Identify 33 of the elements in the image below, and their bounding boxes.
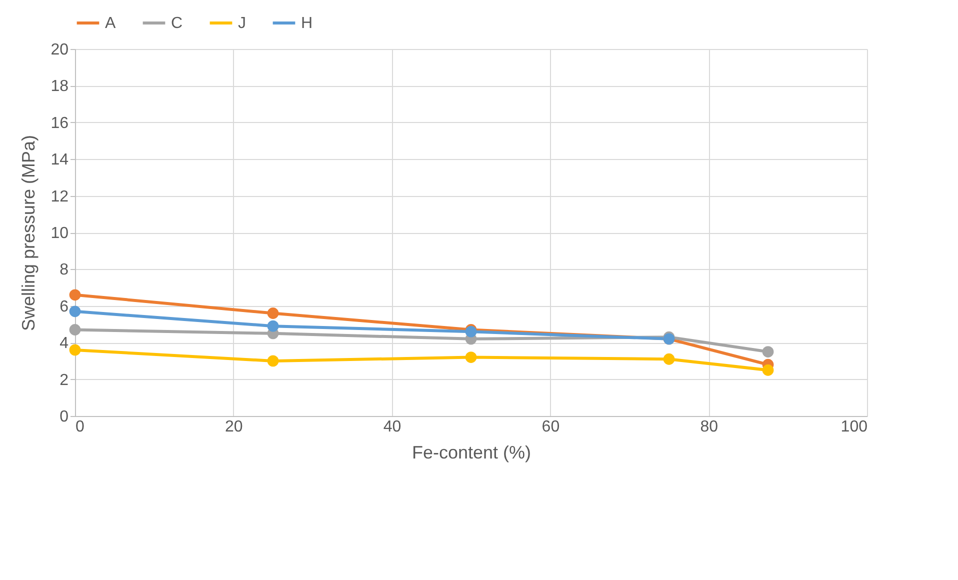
y-tick-label: 2 bbox=[60, 372, 69, 389]
y-axis-title: Swelling pressure (MPa) bbox=[18, 134, 39, 332]
legend-label: H bbox=[301, 15, 313, 32]
x-tick-label: 40 bbox=[383, 418, 402, 436]
y-tick-label: 10 bbox=[50, 225, 69, 242]
y-tick-label: 8 bbox=[60, 262, 69, 279]
y-tick-label: 16 bbox=[50, 114, 69, 132]
point bbox=[267, 308, 279, 319]
x-axis-title: Fe-content (%) bbox=[412, 442, 532, 462]
y-tick-label: 14 bbox=[50, 152, 69, 169]
point bbox=[465, 352, 477, 363]
x-tick-label: 0 bbox=[76, 418, 84, 436]
legend-label: J bbox=[238, 15, 246, 32]
x-tick-label: 100 bbox=[840, 418, 868, 436]
x-tick-label: 80 bbox=[700, 418, 718, 436]
point bbox=[69, 324, 81, 336]
point bbox=[267, 355, 279, 367]
point bbox=[762, 346, 774, 358]
point bbox=[69, 289, 81, 301]
point bbox=[663, 353, 675, 365]
legend-label: A bbox=[105, 15, 116, 32]
y-tick-label: 6 bbox=[60, 298, 69, 316]
point bbox=[69, 306, 81, 318]
point bbox=[267, 320, 279, 332]
y-tick-label: 18 bbox=[50, 78, 69, 96]
x-tick-label: 60 bbox=[542, 418, 560, 436]
legend-label: C bbox=[171, 15, 183, 32]
point bbox=[762, 364, 774, 376]
y-tick-label: 4 bbox=[60, 335, 69, 352]
point bbox=[69, 344, 81, 356]
y-tick-label: 20 bbox=[50, 42, 69, 58]
x-tick-label: 20 bbox=[225, 418, 243, 436]
y-tick-label: 12 bbox=[50, 188, 69, 206]
